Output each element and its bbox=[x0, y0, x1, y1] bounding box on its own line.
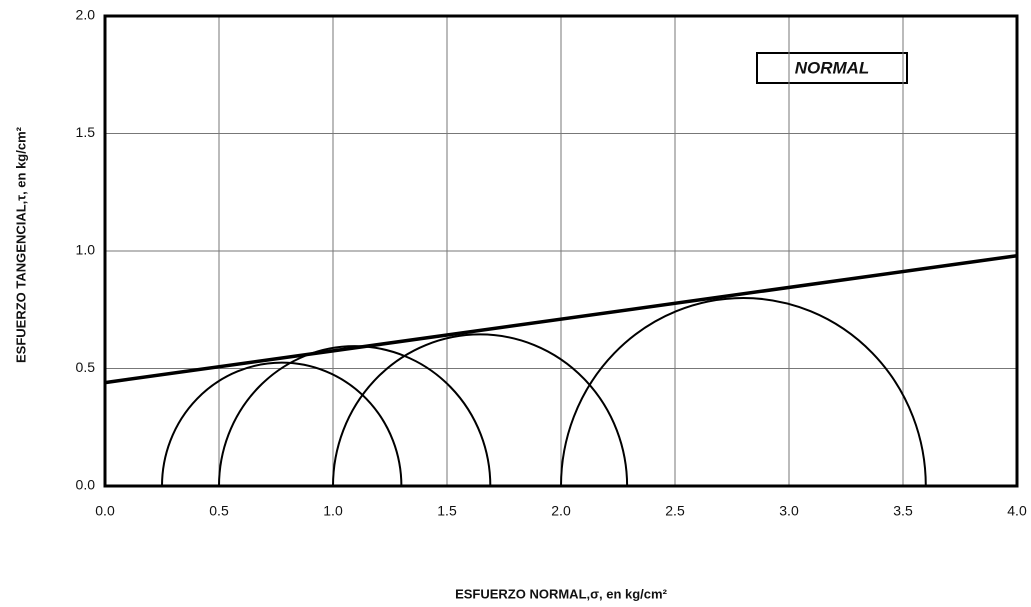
mohr-circle bbox=[560, 297, 927, 487]
y-tick-label: 1.5 bbox=[76, 124, 96, 140]
y-tick-label: 0.0 bbox=[76, 477, 96, 493]
x-tick-label: 2.0 bbox=[551, 503, 571, 519]
y-tick-label: 2.0 bbox=[76, 7, 96, 23]
envelope-line bbox=[104, 253, 1018, 385]
x-tick-label: 3.5 bbox=[893, 503, 913, 519]
x-tick-label: 0.0 bbox=[95, 503, 115, 519]
mohr-circle bbox=[332, 333, 629, 487]
x-axis-label: ESFUERZO NORMAL,σ, en kg/cm² bbox=[455, 586, 668, 601]
mohr-circle bbox=[161, 361, 403, 487]
annotation-box bbox=[756, 52, 908, 84]
y-tick-label: 1.0 bbox=[76, 242, 96, 258]
x-tick-label: 1.0 bbox=[323, 503, 343, 519]
y-tick-label: 0.5 bbox=[76, 359, 96, 375]
x-tick-label: 2.5 bbox=[665, 503, 685, 519]
annotation: NORMAL bbox=[795, 58, 870, 77]
x-tick-label: 0.5 bbox=[209, 503, 229, 519]
y-axis-label: ESFUERZO TANGENCIAL,τ, en kg/cm² bbox=[13, 126, 28, 363]
mohr-circle bbox=[218, 345, 492, 487]
x-tick-label: 4.0 bbox=[1007, 503, 1027, 519]
x-tick-label: 3.0 bbox=[779, 503, 799, 519]
x-tick-label: 1.5 bbox=[437, 503, 457, 519]
